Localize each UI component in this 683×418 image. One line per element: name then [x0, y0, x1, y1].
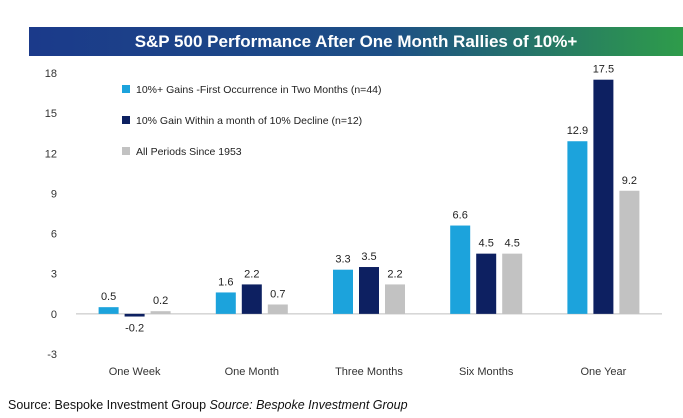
bar: [98, 307, 119, 314]
source-text-italic: Source: Bespoke Investment Group: [209, 398, 408, 412]
y-tick-label: -3: [47, 349, 57, 361]
data-label: 4.5: [505, 238, 520, 250]
legend-label: 10% Gain Within a month of 10% Decline (…: [136, 115, 362, 127]
data-label: 0.5: [101, 291, 116, 303]
y-tick-label: 12: [45, 148, 57, 160]
legend-label: All Periods Since 1953: [136, 146, 242, 158]
source-text: Source: Bespoke Investment Group: [8, 398, 207, 412]
y-tick-label: 9: [51, 188, 57, 200]
bar: [619, 190, 640, 314]
legend-label: 10%+ Gains -First Occurrence in Two Mont…: [136, 84, 382, 96]
x-category-label: Six Months: [459, 366, 514, 378]
bar: [333, 269, 353, 314]
bar: [593, 79, 614, 314]
bar: [502, 253, 523, 314]
x-category-label: One Month: [225, 366, 279, 378]
data-label: 9.2: [622, 175, 637, 187]
data-label: 6.6: [453, 210, 468, 222]
bar: [150, 311, 171, 314]
data-label: 2.2: [244, 268, 259, 280]
y-tick-label: 6: [51, 229, 57, 241]
bar: [450, 225, 471, 314]
data-label: 1.6: [218, 276, 233, 288]
legend-swatch: [122, 85, 130, 93]
source-line: Source: Bespoke Investment Group Source:…: [8, 398, 408, 412]
chart-title: S&P 500 Performance After One Month Rall…: [135, 32, 578, 51]
bar: [267, 304, 288, 314]
y-tick-label: 15: [45, 108, 57, 120]
bar: [359, 267, 379, 314]
data-label: 3.3: [335, 254, 350, 266]
legend-swatch: [122, 147, 130, 155]
bar: [567, 141, 588, 314]
legend-swatch: [122, 116, 130, 124]
data-label: 0.7: [270, 288, 285, 300]
x-category-label: Three Months: [335, 366, 403, 378]
bar: [476, 253, 497, 314]
x-category-label: One Year: [580, 366, 626, 378]
x-category-label: One Week: [109, 366, 161, 378]
data-label: 4.5: [479, 238, 494, 250]
data-label: 12.9: [567, 125, 588, 137]
data-label: -0.2: [125, 323, 144, 335]
bar: [241, 284, 262, 314]
y-tick-label: 3: [51, 269, 57, 281]
y-tick-label: 18: [45, 68, 57, 80]
bar: [124, 313, 145, 317]
data-label: 0.2: [153, 295, 168, 307]
bar: [215, 292, 236, 314]
data-label: 3.5: [361, 251, 376, 263]
title-banner: [29, 27, 683, 56]
bar: [385, 284, 405, 314]
data-label: 17.5: [593, 64, 614, 76]
data-label: 2.2: [387, 268, 402, 280]
y-tick-label: 0: [51, 309, 57, 321]
